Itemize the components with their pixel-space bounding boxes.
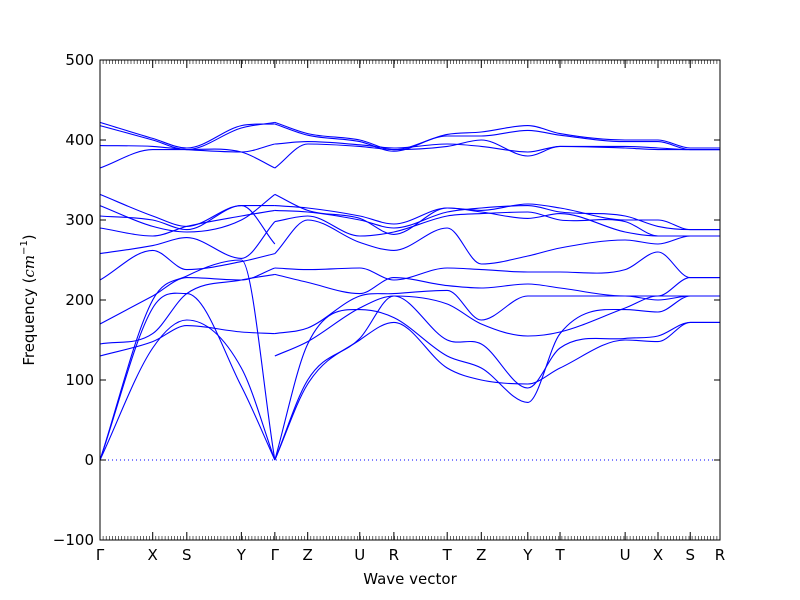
band-line-11: [99, 193, 276, 233]
x-tick-label: R: [389, 546, 399, 564]
x-tick-label: U: [354, 546, 365, 564]
x-tick-label: Y: [522, 546, 533, 564]
plot-area: −100 0 100 200 300 400 500 Γ X S Y Γ Z U R T Z Y T U X S R: [53, 51, 725, 564]
x-tick-label: R: [715, 546, 725, 564]
band-line-4: [99, 325, 275, 357]
y-tick-group: −100 0 100 200 300 400 500: [53, 51, 720, 549]
band-line-23: [274, 251, 720, 281]
series-group: [99, 121, 720, 461]
band-line-16: [99, 121, 275, 149]
x-axis-label: Wave vector: [363, 570, 457, 588]
x-tick-label: S: [685, 546, 695, 564]
x-tick-label: S: [182, 546, 192, 564]
band-line-12: [99, 193, 276, 245]
y-tick-label: 300: [65, 211, 94, 229]
band-line-6: [99, 267, 276, 325]
x-tick-label: T: [554, 546, 565, 564]
minor-tick-group: [99, 60, 718, 540]
x-tick-label: Γ: [271, 546, 280, 564]
band-line-32: [274, 123, 720, 152]
x-tick-label: U: [620, 546, 631, 564]
band-line-24: [274, 219, 720, 265]
band-line-28: [274, 193, 720, 237]
band-line-3: [99, 259, 276, 461]
y-axis-label-prefix: Frequency (: [20, 278, 38, 366]
x-tick-label: Y: [236, 546, 247, 564]
y-axis-label-unit: cm: [20, 255, 38, 278]
band-line-30: [274, 141, 720, 153]
y-tick-label: 400: [65, 131, 94, 149]
band-line-18: [274, 295, 720, 461]
y-tick-label: 0: [84, 451, 94, 469]
x-tick-label: T: [442, 546, 453, 564]
x-tick-label: Γ: [96, 546, 105, 564]
y-axis-label-suffix: ): [20, 234, 38, 240]
band-line-27: [274, 203, 720, 231]
y-tick-label: 100: [65, 371, 94, 389]
band-line-31: [274, 121, 720, 151]
band-line-8: [99, 221, 276, 259]
y-axis-label: Frequency (cm−1): [19, 234, 38, 365]
x-tick-label: Z: [476, 546, 486, 564]
y-axis-label-exponent: −1: [19, 240, 30, 255]
band-line-29: [274, 139, 720, 169]
band-line-2: [99, 319, 276, 461]
y-tick-label: 500: [65, 51, 94, 69]
y-tick-label: −100: [53, 531, 94, 549]
band-line-21: [274, 289, 720, 335]
band-line-19: [274, 295, 720, 461]
band-line-22: [274, 273, 720, 297]
band-line-15: [99, 121, 275, 151]
band-line-10: [99, 205, 275, 231]
band-line-7: [99, 249, 275, 281]
x-tick-label: X: [653, 546, 663, 564]
x-tick-label: Z: [303, 546, 313, 564]
y-tick-label: 200: [65, 291, 94, 309]
x-tick-label: X: [148, 546, 158, 564]
